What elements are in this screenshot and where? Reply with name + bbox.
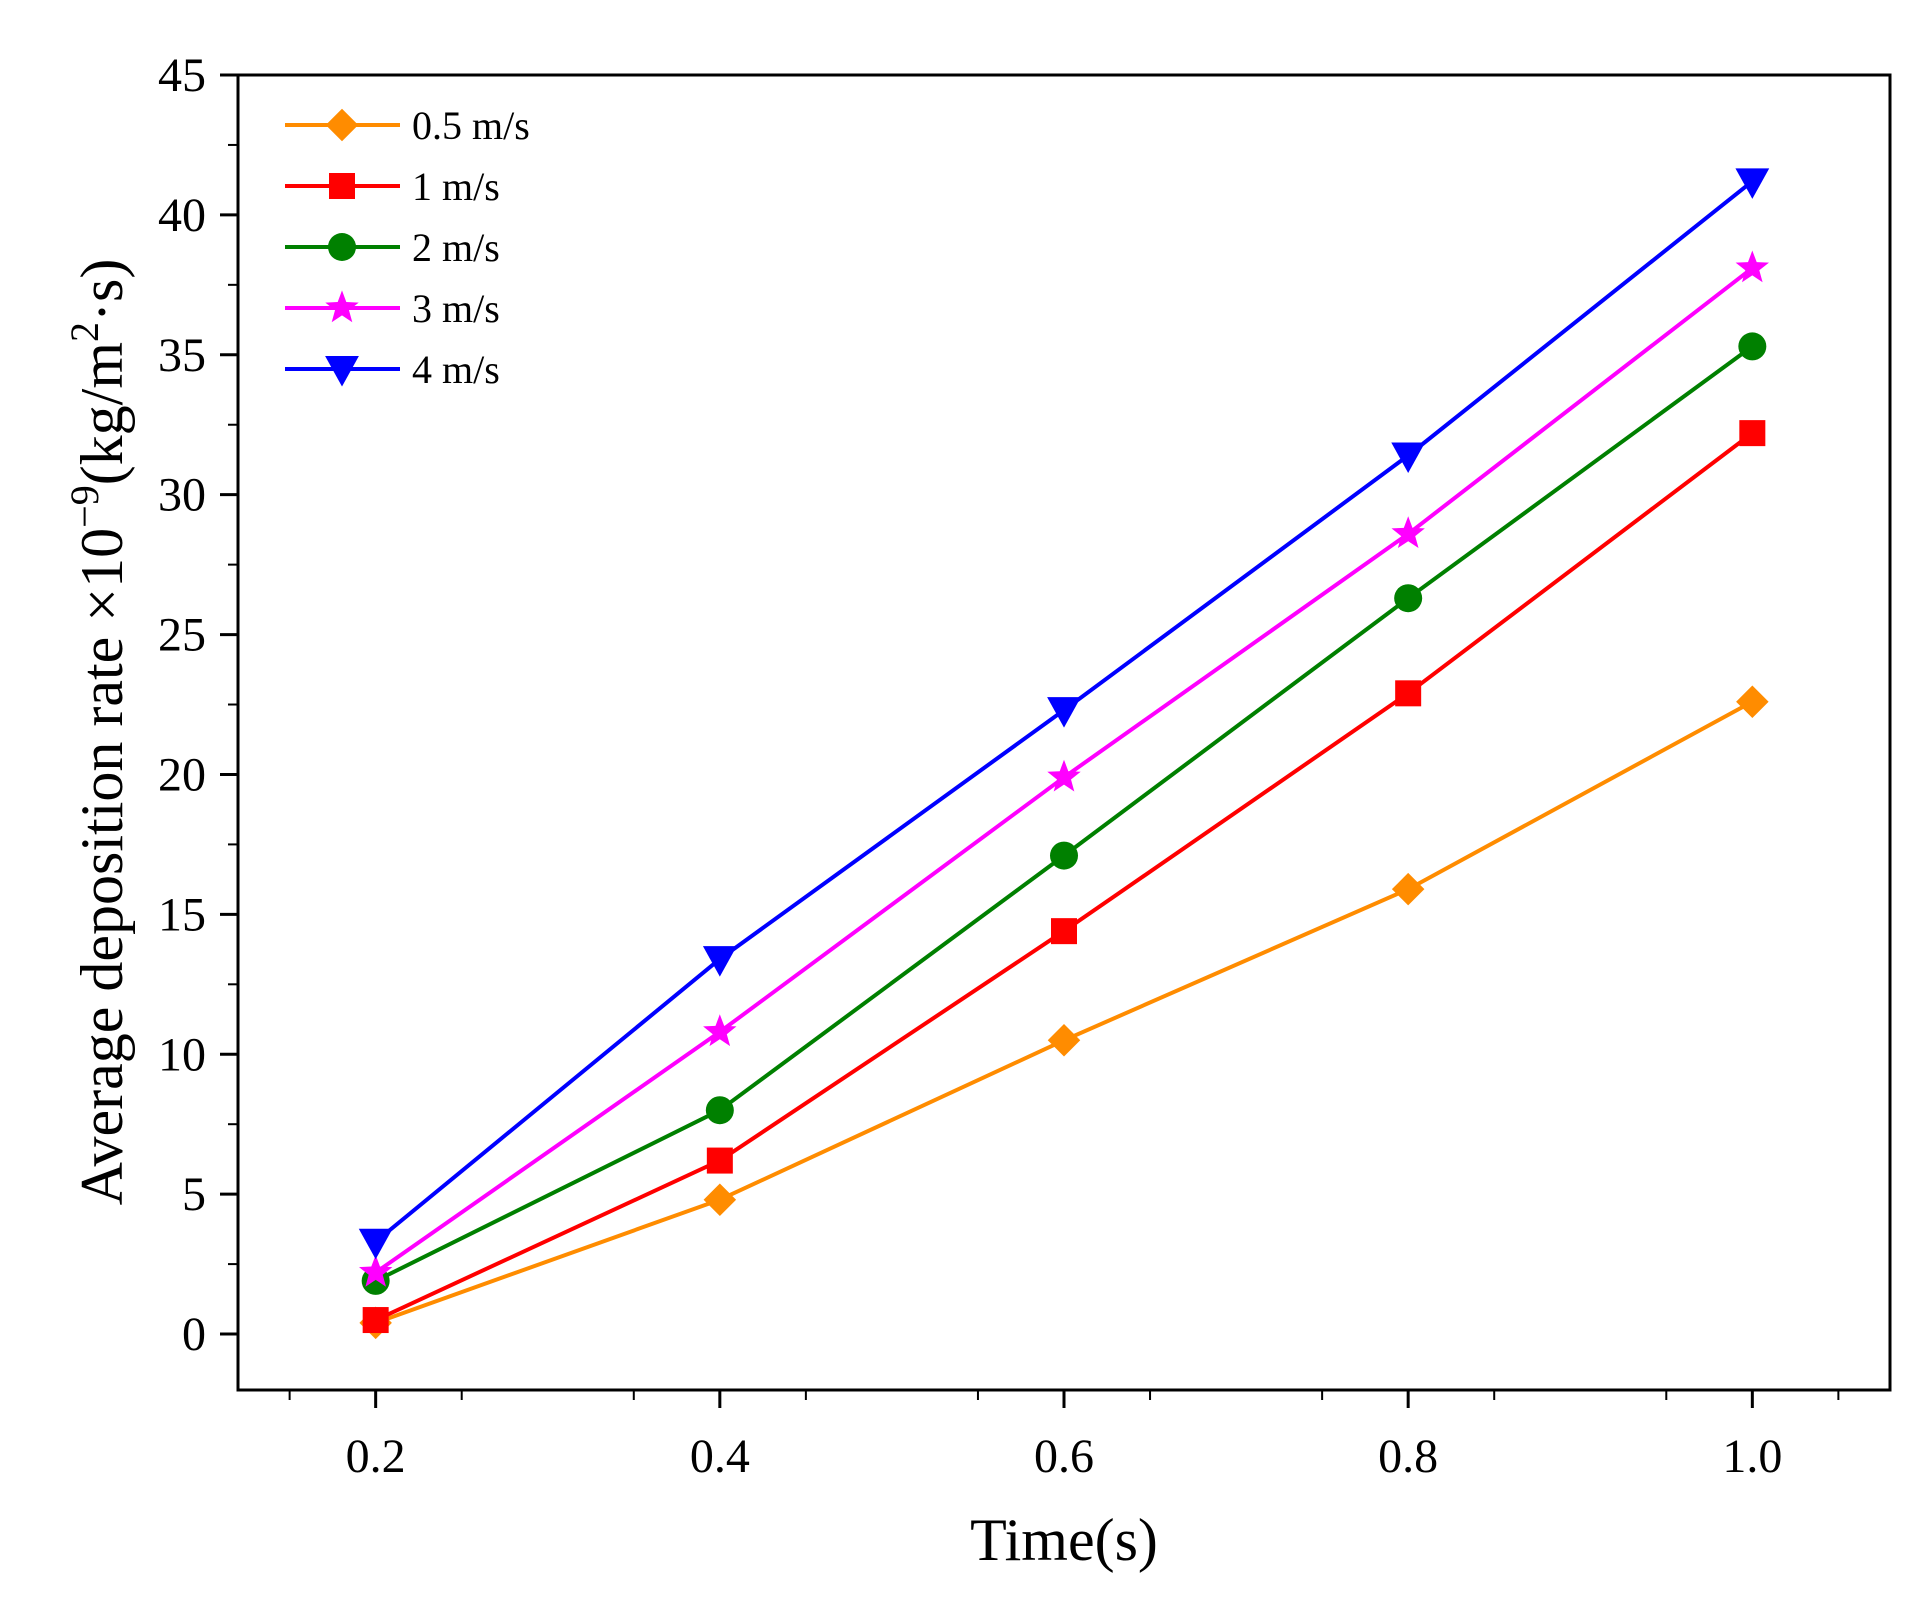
x-tick-label: 1.0 [1722,1430,1782,1483]
legend-marker [325,356,359,387]
series-5 [358,168,1770,1260]
series-4 [359,250,1769,1287]
y-tick-label: 15 [158,888,206,941]
data-point [358,1228,393,1260]
legend-label: 0.5 m/s [412,103,530,148]
y-axis-title-unit-exponent: 2 [62,322,107,342]
y-tick-label: 30 [158,469,206,522]
data-point [1735,168,1770,199]
x-tick-label: 0.6 [1034,1430,1094,1483]
plot-frame [236,73,1892,1392]
series-3 [361,332,1767,1295]
legend-label: 1 m/s [412,164,500,209]
data-point [1391,872,1425,906]
y-axis-title-unit-end: ·s) [69,259,135,322]
data-point [703,1014,737,1047]
x-tick-label: 0.2 [346,1430,406,1483]
y-tick-label: 40 [158,189,206,242]
data-point [1735,250,1769,283]
data-point [1391,442,1426,474]
data-point [703,1183,737,1216]
data-point [359,1254,393,1287]
data-point [1050,841,1078,870]
legend: 0.5 m/s 1 m/s 2 m/s 3 m/s 4 m/s [285,103,530,392]
y-axis-title-exponent: −9 [62,485,107,528]
x-tick-label: 0.4 [690,1430,750,1483]
y-tick-label: 0 [182,1308,206,1361]
legend-item: 1 m/s [285,164,500,209]
legend-marker [325,108,359,142]
data-point [1738,332,1767,361]
legend-item: 3 m/s [285,286,500,331]
data-point [705,1096,734,1125]
data-point [1391,516,1425,548]
y-tick-label: 25 [158,609,206,662]
legend-label: 3 m/s [412,286,500,331]
y-axis-title: Average deposition rate ×10−9(kg/m2·s) [62,259,135,1206]
y-axis-title-unit-start: (kg/m [69,342,135,485]
y-tick-label: 10 [158,1028,206,1081]
data-point [362,1307,389,1334]
x-axis-title: Time(s) [970,1507,1158,1573]
data-point [1047,759,1081,792]
y-tick-label: 35 [158,329,206,382]
y-tick-label: 45 [158,49,206,102]
y-tick-label: 20 [158,748,206,801]
y-axis-title-prefix: Average deposition rate ×10 [69,528,135,1206]
legend-marker [325,290,359,323]
legend-label: 2 m/s [412,225,500,270]
data-point [1394,584,1423,613]
legend-marker [329,173,355,199]
x-tick-label: 0.8 [1378,1430,1438,1483]
data-point [1051,918,1077,945]
data-point [1736,685,1769,718]
series-layer [358,168,1770,1340]
data-point [1047,697,1081,728]
legend-item: 4 m/s [285,347,500,392]
legend-item: 0.5 m/s [285,103,530,148]
series-2 [362,420,1766,1334]
legend-label: 4 m/s [412,347,500,392]
legend-item: 2 m/s [285,225,500,270]
data-point [702,946,737,977]
data-point [1739,420,1766,447]
data-point [1047,1024,1081,1057]
data-point [1395,680,1422,707]
axes-layer: 0 5 10 15 20 25 30 35 40 45 0.2 0.4 0.6 0.8 1.0 [158,49,1840,1483]
legend-marker [328,233,356,261]
y-tick-label: 5 [182,1168,206,1221]
data-point [706,1147,733,1174]
